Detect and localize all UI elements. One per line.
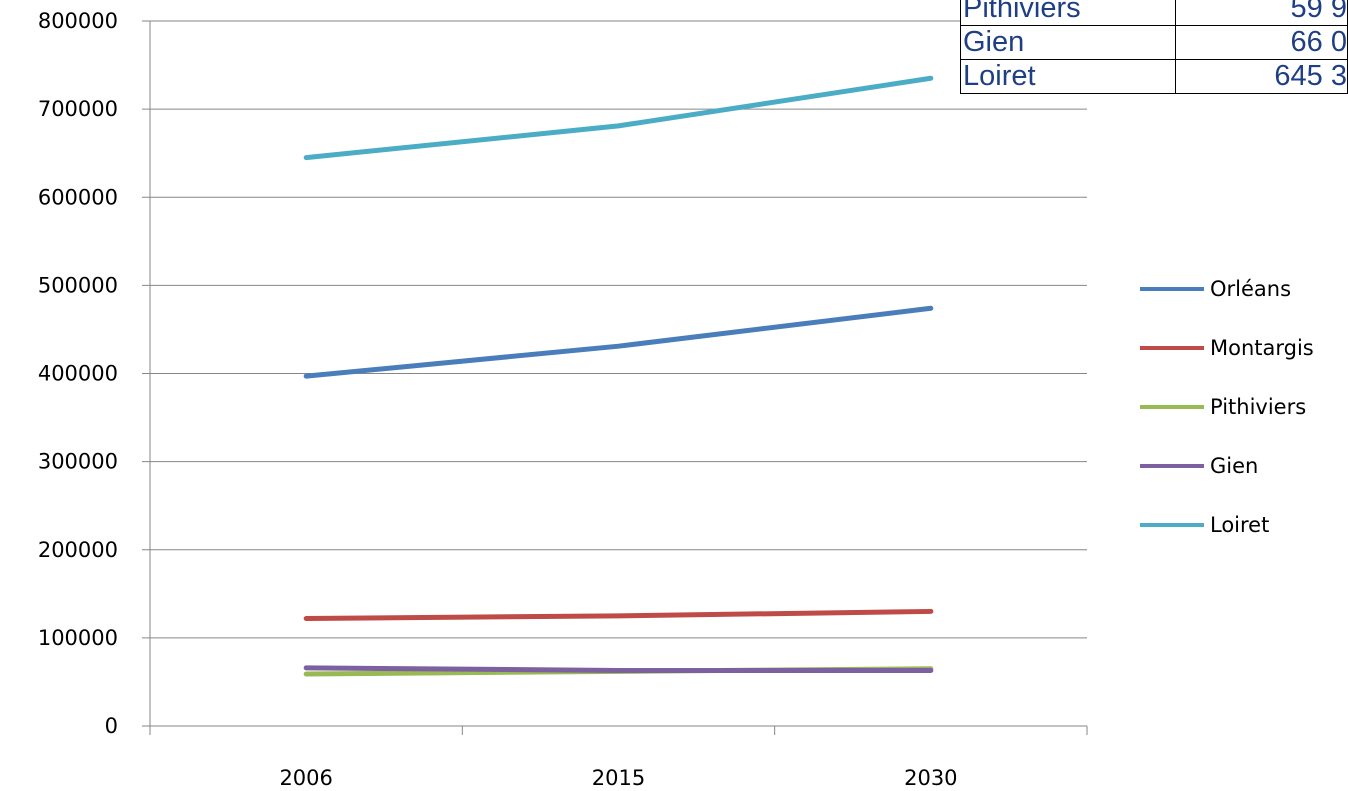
legend-label: Gien (1210, 454, 1258, 478)
y-tick-label: 0 (105, 714, 118, 738)
y-tick-label: 500000 (38, 273, 118, 297)
y-tick-label: 600000 (38, 185, 118, 209)
population-table: Pithiviers 59 9 Gien 66 0 Loiret 645 3 (960, 0, 1348, 94)
table-cell-name: Loiret (960, 59, 1176, 94)
series-line (303, 75, 934, 161)
table-row: Gien 66 0 (960, 25, 1348, 60)
legend-label: Loiret (1210, 513, 1269, 537)
table-row: Pithiviers 59 9 (960, 0, 1348, 26)
table-cell-value: 645 3 (1174, 59, 1348, 94)
y-tick-label: 700000 (38, 97, 118, 121)
table-cell-name: Pithiviers (960, 0, 1176, 26)
axes: 0 100000 200000 300000 400000 500000 600000 700… (38, 9, 1088, 790)
series-line (303, 608, 934, 621)
x-tick-label: 2030 (904, 766, 957, 790)
series-lines (303, 75, 934, 677)
series-line (303, 665, 934, 673)
gridlines (150, 20, 1087, 639)
y-tick-label: 100000 (38, 626, 118, 650)
legend-label: Pithiviers (1210, 395, 1306, 419)
y-tick-label: 200000 (38, 538, 118, 562)
table-cell-value: 66 0 (1174, 25, 1348, 60)
y-tick-label: 300000 (38, 450, 118, 474)
table-row: Loiret 645 3 (960, 59, 1348, 94)
x-tick-label: 2006 (279, 766, 332, 790)
legend-label: Montargis (1210, 336, 1314, 360)
table-cell-value: 59 9 (1174, 0, 1348, 26)
x-tick-label: 2015 (592, 766, 645, 790)
legend-label: Orléans (1210, 277, 1291, 301)
y-tick-label: 800000 (38, 9, 118, 33)
table-cell-name: Gien (960, 25, 1176, 60)
series-line (303, 305, 934, 379)
legend: Orléans Montargis Pithiviers Gien Loiret (1140, 277, 1314, 537)
y-tick-label: 400000 (38, 362, 118, 386)
